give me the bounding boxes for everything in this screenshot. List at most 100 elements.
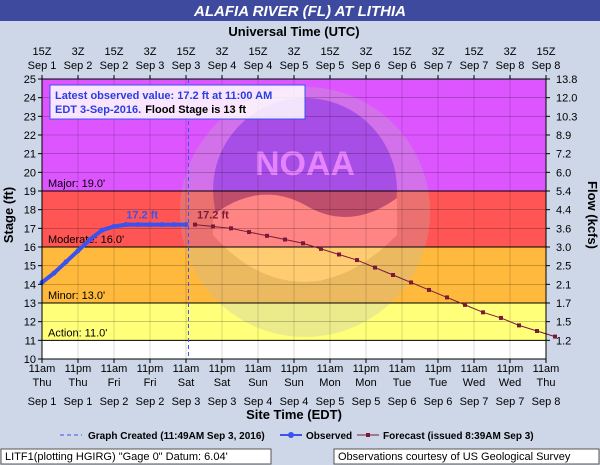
flood-category-bands [42,79,546,359]
forecast-point [265,233,269,238]
top-tick-label-time: 15Z [537,46,556,58]
observed-point [75,248,81,254]
top-tick-label-time: 3Z [72,46,85,58]
y-tick-label: 10 [24,354,36,366]
observed-point [183,222,189,228]
bottom-tick-label-time: 11am [533,363,560,375]
y-tick-label: 17 [24,223,36,235]
flow-tick-label: 2.1 [556,279,571,291]
top-tick-label-date: Sep 2 [64,60,93,72]
bottom-tick-label-time: 11pm [425,363,452,375]
bottom-tick-label-date: Sep 1 [64,396,93,408]
bottom-tick-label-time: 11am [245,363,272,375]
flow-tick-label: 1.7 [556,298,571,310]
bottom-tick-label-time: 11pm [65,363,92,375]
observed-point [51,270,57,276]
y-axis-ticks: 10 11 12 13 14 15 16 17 18 19 20 21 22 23 24 25 [24,74,42,366]
bottom-tick-label-time: 11am [389,363,416,375]
y-tick-label: 14 [24,279,36,291]
flow-tick-label: 13.8 [556,74,577,86]
band-action [42,303,546,341]
flow-tick-label: 2.5 [556,261,571,273]
y-tick-label: 19 [24,186,36,198]
bottom-tick-label-day: Mon [355,377,376,389]
forecast-series: 17.2 ft [193,210,557,339]
flow-tick-label: 6.0 [556,167,571,179]
forecast-point [463,302,467,307]
observed-point [63,259,69,265]
band-moderate [42,191,546,247]
noaa-seal-outer [180,87,430,337]
flow-tick-label: 4.4 [556,205,571,217]
observed-point [111,223,117,229]
bottom-tick-label-day: Sat [214,377,231,389]
y-tick-label: 20 [24,167,36,179]
bottom-tick-label-time: 11am [101,363,128,375]
bottom-tick-label-time: 11pm [209,363,236,375]
y-tick-label: 16 [24,242,36,254]
flood-category-labels: Action: 11.0' Minor: 13.0' Moderate: 16.0'… [48,178,124,339]
observed-peak-label: 17.2 ft [126,210,158,222]
bottom-tick-label-time: 11pm [497,363,524,375]
flow-tick-label: 3.0 [556,242,571,254]
noaa-seal-wave [213,194,397,282]
bottom-tick-label-date: Sep 6 [388,396,417,408]
info-box-line1: Latest observed value: 17.2 ft at 11:00 … [55,90,272,102]
bottom-tick-label-date: Sep 4 [244,396,273,408]
top-tick-label-time: 3Z [288,46,301,58]
forecast-point [535,329,539,333]
top-tick-label-date: Sep 3 [136,60,165,72]
bottom-tick-label-date: Sep 3 [208,396,237,408]
bottom-tick-label-day: Fri [108,377,121,389]
bottom-tick-label-time: 11pm [137,363,164,375]
forecast-point [283,237,287,242]
bottom-tick-label-time: 11am [29,363,56,375]
observed-point [159,222,165,228]
top-tick-label-date: Sep 6 [352,60,381,72]
top-tick-label-time: 3Z [432,46,445,58]
top-tick-label-time: 15Z [33,46,52,58]
title-bar [0,0,600,21]
grid-lines [42,79,546,359]
bottom-tick-label-day: Thu [33,377,52,389]
noaa-seal-inner [213,98,397,282]
top-tick-label-time: 15Z [177,46,196,58]
bottom-axis-ticks: 11am Thu Sep 1 11pm Thu Sep 1 11am Fri Sep 2 11pm… [28,359,560,408]
noaa-watermark: NOAA [180,87,430,337]
bottom-tick-label-time: 11pm [353,363,380,375]
forecast-point [355,258,359,263]
y-tick-label: 25 [24,74,36,86]
top-tick-label-date: Sep 5 [280,60,309,72]
observed-point [87,237,93,243]
top-tick-label-date: Sep 2 [100,60,129,72]
bottom-tick-label-date: Sep 2 [100,396,129,408]
top-tick-label-time: 15Z [393,46,412,58]
legend-graph-created-label: Graph Created (11:49AM Sep 3, 2016) [88,431,265,442]
top-tick-label-date: Sep 4 [208,60,237,72]
flow-tick-label: 3.6 [556,223,571,235]
flow-axis-title: Flow (kcfs) [585,181,600,249]
forecast-point [211,224,215,229]
info-box [49,84,306,120]
top-tick-label-date: Sep 1 [28,60,57,72]
y-tick-label: 15 [24,261,36,273]
top-tick-label-date: Sep 8 [532,60,561,72]
flow-axis-ticks: 1.2 1.5 1.7 2.1 2.5 3.0 3.6 4.4 5.4 6.0 7.2 8.9 10.3… [546,74,577,347]
bottom-tick-label-time: 11pm [281,363,308,375]
band-minor [42,247,546,303]
top-tick-label-time: 15Z [249,46,268,58]
legend-observed-marker [288,432,294,438]
observed-point [147,222,153,228]
top-axis-title: Universal Time (UTC) [228,24,359,39]
flow-tick-label: 7.2 [556,149,571,161]
bottom-tick-label-date: Sep 2 [136,396,165,408]
category-label-major: Major: 19.0' [48,178,105,190]
footer-left-box [0,448,272,465]
flow-tick-label: 12.0 [556,93,577,105]
observed-series: 17.2 ft [39,210,189,285]
top-tick-label-date: Sep 3 [172,60,201,72]
flow-tick-label: 1.5 [556,317,571,329]
category-label-minor: Minor: 13.0' [48,290,105,302]
bottom-tick-label-day: Thu [537,377,556,389]
